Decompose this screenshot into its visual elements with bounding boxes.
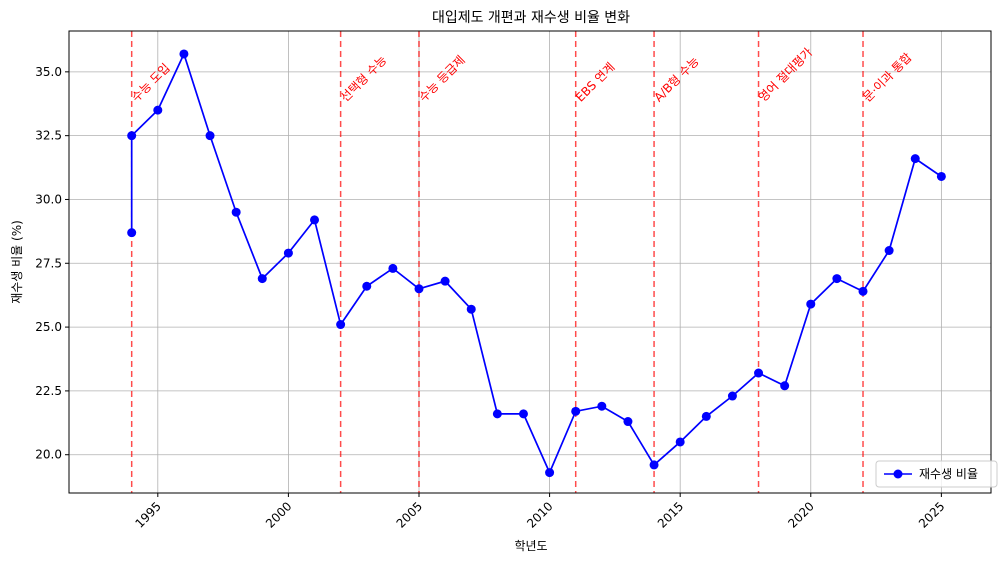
event-label: EBS 연계 (573, 60, 618, 105)
legend: 재수생 비율 (875, 460, 998, 488)
data-point (362, 281, 372, 291)
data-point (910, 154, 920, 164)
x-tick-label: 2025 (916, 499, 947, 530)
x-tick-label: 2020 (785, 499, 816, 530)
data-point (832, 274, 842, 284)
x-tick-label: 2015 (655, 499, 686, 530)
x-tick-label: 2005 (394, 499, 425, 530)
data-point (466, 304, 476, 314)
event-label: 수능 등급제 (416, 53, 468, 105)
y-tick-label: 27.5 (35, 256, 62, 270)
data-point (492, 409, 502, 419)
y-tick-label: 30.0 (35, 192, 62, 206)
chart-title: 대입제도 개편과 재수생 비율 변화 (432, 10, 630, 26)
x-tick-label: 2000 (263, 499, 294, 530)
event-label: 선택형 수능 (338, 53, 390, 105)
event-label: 수능 도입 (129, 61, 173, 105)
data-point (518, 409, 528, 419)
data-point (231, 207, 241, 217)
data-point (127, 131, 137, 141)
data-point (414, 284, 424, 294)
data-point (701, 411, 711, 421)
legend-box (875, 460, 998, 488)
event-label: 영어 절대평가 (756, 45, 815, 104)
data-point (388, 263, 398, 273)
data-point (257, 274, 267, 284)
data-point (858, 286, 868, 296)
data-point (571, 406, 581, 416)
data-point (336, 320, 346, 330)
data-point (675, 437, 685, 447)
event-label: 문·이과 통합 (860, 50, 914, 104)
data-point (780, 381, 790, 391)
data-point (623, 417, 633, 427)
data-point (127, 228, 137, 238)
y-tick-label: 32.5 (35, 129, 62, 143)
data-point (310, 215, 320, 225)
data-point (727, 391, 737, 401)
data-point (545, 468, 555, 478)
data-point (283, 248, 293, 258)
event-markers: 수능 도입 선택형 수능 수능 등급제 EBS 연계 A/B형 수능 영어 절대평가 문·이… (129, 31, 915, 493)
event-label: A/B형 수능 (651, 54, 702, 105)
plot-area (68, 30, 992, 494)
y-tick-label: 35.0 (35, 65, 62, 79)
data-point (440, 276, 450, 286)
x-axis-label: 학년도 (514, 539, 547, 553)
x-tick-label: 1995 (132, 499, 163, 530)
data-point (936, 171, 946, 181)
data-point (153, 105, 163, 115)
y-axis-label: 재수생 비율 (%) (10, 220, 24, 304)
y-tick-label: 22.5 (35, 384, 62, 398)
legend-marker-swatch (893, 469, 903, 479)
y-tick-label: 20.0 (35, 448, 62, 462)
data-point (806, 299, 816, 309)
grid (69, 31, 991, 493)
y-tick-label: 25.0 (35, 320, 62, 334)
x-tick-label: 2010 (524, 499, 555, 530)
data-point (597, 401, 607, 411)
data-point (179, 49, 189, 59)
data-point (884, 246, 894, 256)
series (127, 49, 946, 478)
legend-label: 재수생 비율 (919, 467, 978, 481)
data-point (649, 460, 659, 470)
data-point (205, 131, 215, 141)
data-point (754, 368, 764, 378)
